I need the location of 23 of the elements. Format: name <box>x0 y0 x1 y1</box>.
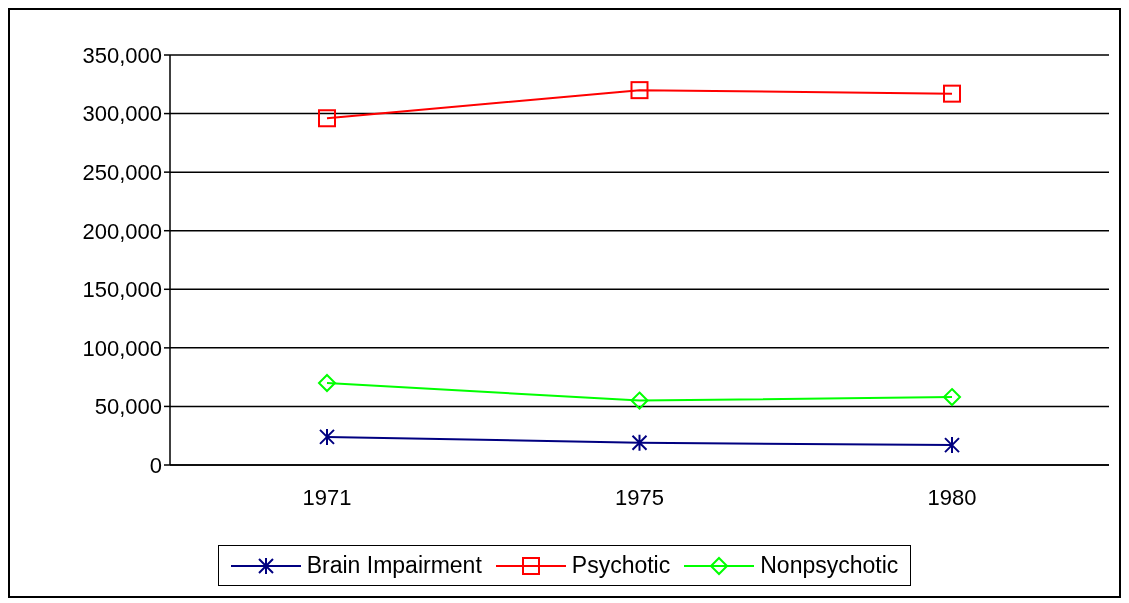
point <box>319 427 335 446</box>
point <box>318 109 336 128</box>
point <box>631 433 648 452</box>
y-tick-label: 200,000 <box>82 218 162 244</box>
point <box>944 436 960 455</box>
y-tick-label: 100,000 <box>82 335 162 361</box>
y-tick-label: 0 <box>149 452 162 478</box>
y-tick-label: 50,000 <box>94 394 162 420</box>
point <box>630 391 649 410</box>
x-tick-label: 1975 <box>615 484 664 510</box>
y-tick-label: 300,000 <box>82 101 162 127</box>
x-tick-label: 1980 <box>927 484 977 510</box>
y-tick-label: 250,000 <box>82 159 162 185</box>
legend-label: Psychotic <box>571 552 671 579</box>
legend-label: Brain Impairment <box>306 552 482 579</box>
x-tick-label: 1971 <box>302 484 352 510</box>
point <box>318 374 336 392</box>
y-tick-label: 150,000 <box>82 277 162 303</box>
point <box>630 81 649 100</box>
point <box>943 84 961 103</box>
point <box>943 388 961 407</box>
y-tick-label: 350,000 <box>82 42 162 68</box>
legend-label: Nonpsychotic <box>760 552 899 579</box>
